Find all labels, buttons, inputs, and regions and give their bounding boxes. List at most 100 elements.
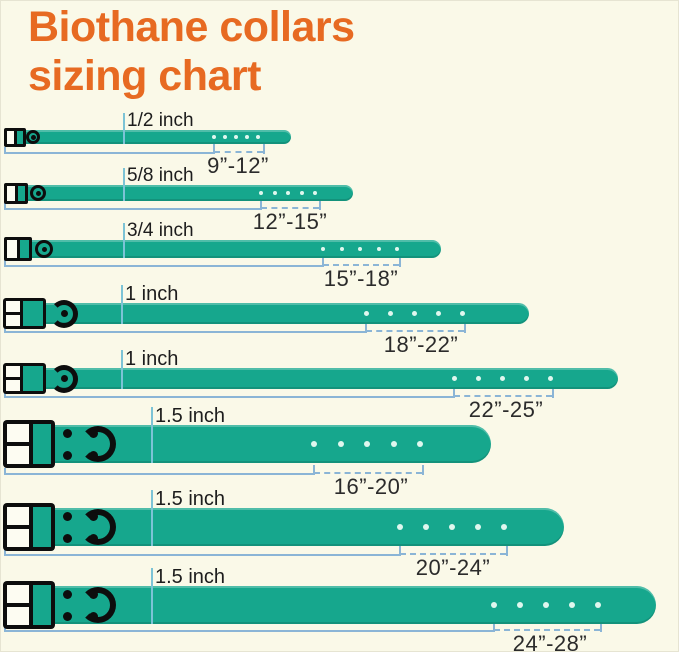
collar-hole	[337, 441, 344, 447]
buckle-cell	[6, 315, 20, 326]
bracket-tick	[322, 257, 324, 267]
buckle-icon	[3, 503, 55, 551]
bracket-tick	[422, 465, 424, 475]
collar-hole	[523, 376, 529, 381]
width-label: 1/2 inch	[127, 110, 194, 131]
bracket-tick	[4, 468, 6, 475]
width-indicator-line	[151, 490, 153, 546]
rivet-icon	[62, 450, 72, 460]
bracket-tick	[506, 546, 508, 556]
bracket-tick	[552, 388, 554, 398]
bracket-tick	[4, 260, 6, 267]
collar-hole	[569, 602, 575, 608]
size-range-label: 9”-12”	[207, 153, 269, 178]
size-range-label: 12”-15”	[252, 209, 328, 234]
size-bracket-line	[4, 630, 494, 632]
collar-hole	[313, 191, 317, 195]
width-label: 1.5 inch	[155, 488, 226, 510]
title-line2: sizing chart	[28, 52, 261, 101]
bracket-tick	[260, 200, 262, 210]
size-bracket-line	[4, 396, 454, 398]
collar-hole	[321, 247, 325, 251]
buckle-cell	[7, 185, 15, 201]
buckle-cell	[23, 366, 43, 391]
collar-hole	[390, 441, 397, 447]
size-range-label: 20”-24”	[415, 555, 491, 580]
rivet-icon	[88, 589, 98, 599]
collar-strap	[4, 368, 618, 389]
buckle-cell	[19, 240, 29, 258]
size-range-label: 18”-22”	[383, 332, 459, 357]
bracket-tick	[4, 326, 6, 333]
buckle-cell	[7, 240, 17, 258]
rivet-icon	[88, 511, 98, 521]
buckle-cell	[17, 185, 25, 201]
width-indicator-line	[123, 168, 125, 201]
collar-hole	[459, 311, 465, 316]
chart-title: Biothane collars sizing chart	[28, 3, 355, 101]
buckle-cell	[33, 424, 51, 464]
bracket-tick	[453, 388, 455, 398]
title-line1: Biothane collars	[28, 3, 355, 51]
buckle-icon	[4, 182, 28, 204]
size-bracket-dashed	[494, 629, 600, 631]
bracket-tick	[319, 200, 321, 210]
bracket-tick	[365, 323, 367, 333]
collar-hole	[517, 602, 523, 608]
collar-hole	[376, 247, 381, 251]
ring-rivet	[35, 190, 41, 196]
size-bracket-dashed	[366, 330, 464, 332]
size-range-label: 15”-18”	[323, 266, 399, 291]
ring-rivet	[30, 134, 36, 140]
buckle-icon	[3, 363, 46, 394]
buckle-icon	[3, 298, 46, 329]
buckle-cell	[7, 507, 29, 525]
collar-hole	[286, 191, 290, 195]
bracket-tick	[464, 323, 466, 333]
collar-hole	[358, 247, 362, 251]
ring-rivet	[60, 310, 68, 317]
collar-strap	[4, 240, 441, 258]
collar-hole	[491, 602, 497, 608]
collar-hole	[363, 311, 369, 316]
buckle-cell	[16, 130, 23, 144]
collar-hole	[543, 602, 549, 608]
buckle-cell	[7, 424, 29, 442]
size-bracket-dashed	[400, 553, 506, 555]
bracket-tick	[399, 546, 401, 556]
size-bracket-dashed	[214, 151, 263, 153]
size-bracket-dashed	[454, 395, 552, 397]
collar-hole	[411, 311, 417, 316]
size-range-label: 24”-28”	[512, 631, 588, 652]
width-label: 3/4 inch	[127, 220, 194, 241]
bracket-tick	[493, 622, 495, 632]
size-range-label: 22”-25”	[468, 397, 544, 422]
width-indicator-line	[151, 407, 153, 463]
size-bracket-dashed	[261, 207, 319, 209]
collar-strap	[4, 303, 529, 324]
bracket-tick	[399, 257, 401, 267]
rivet-icon	[62, 428, 72, 438]
rivet-icon	[62, 589, 72, 599]
width-indicator-line	[123, 223, 125, 258]
bracket-tick	[213, 144, 215, 154]
width-label: 1 inch	[125, 348, 179, 370]
width-label: 5/8 inch	[127, 165, 194, 186]
width-label: 1 inch	[125, 283, 179, 305]
width-indicator-line	[121, 350, 123, 389]
rivet-icon	[88, 533, 98, 543]
collar-hole	[339, 247, 344, 251]
buckle-cell	[23, 301, 43, 326]
rivet-icon	[62, 611, 72, 621]
collar-hole	[311, 441, 317, 447]
bracket-tick	[4, 391, 6, 398]
buckle-cell	[33, 507, 51, 547]
collar-strap	[4, 185, 353, 201]
